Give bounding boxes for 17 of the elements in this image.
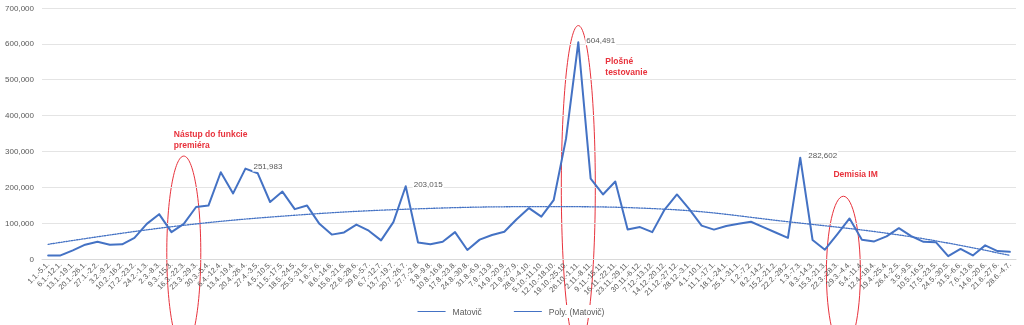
data-label: 604,491 [586, 35, 616, 45]
y-tick-label: 200,000 [5, 182, 35, 192]
data-label: 251,983 [253, 162, 283, 172]
legend-label: Poly. (Matovič) [548, 306, 605, 317]
y-tick-label: 600,000 [5, 39, 35, 49]
legend-label: Matovič [452, 306, 483, 317]
y-tick-label: 500,000 [5, 75, 35, 85]
data-label: 203,015 [413, 179, 444, 189]
data-label: 282,602 [808, 151, 838, 161]
y-tick-label: 700,000 [5, 3, 35, 13]
annotation: Demisia IM [833, 168, 878, 179]
annotation: Nástup do funkcie premiéra [173, 128, 250, 150]
y-tick-label: 100,000 [5, 218, 35, 228]
y-tick-label: 0 [29, 254, 35, 264]
annotation: Plošné testovanie [605, 56, 648, 78]
y-tick-label: 300,000 [5, 146, 35, 156]
y-tick-label: 400,000 [5, 111, 35, 121]
